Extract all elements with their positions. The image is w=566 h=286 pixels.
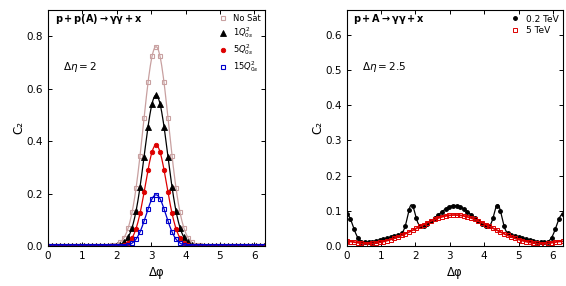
$15Q^2_{0s}$	[260, 244, 267, 248]
$15Q^2_{0s}$	[45, 244, 52, 248]
0.2 TeV	[384, 237, 391, 240]
0.2 TeV	[362, 241, 368, 244]
0.2 TeV	[494, 204, 500, 207]
$1Q^2_{0s}$	[153, 94, 160, 97]
0.2 TeV	[417, 224, 423, 228]
$5Q^2_{0s}$	[45, 244, 52, 248]
No Sat	[241, 244, 247, 248]
0.2 TeV	[482, 224, 489, 228]
$5Q^2_{0s}$	[256, 244, 263, 248]
0.2 TeV	[402, 224, 409, 227]
5 TeV	[420, 223, 427, 226]
No Sat	[45, 244, 52, 248]
No Sat	[68, 244, 75, 248]
X-axis label: Δφ: Δφ	[148, 266, 164, 279]
$15Q^2_{0s}$	[97, 244, 104, 248]
X-axis label: Δφ: Δφ	[447, 266, 463, 279]
Line: No Sat: No Sat	[46, 45, 266, 248]
5 TeV	[344, 240, 350, 243]
5 TeV	[449, 213, 456, 217]
0.2 TeV	[344, 212, 350, 216]
$5Q^2_{0s}$	[125, 241, 131, 245]
$5Q^2_{0s}$	[97, 244, 104, 248]
5 TeV	[486, 225, 493, 228]
No Sat	[85, 244, 92, 248]
$15Q^2_{0s}$	[153, 193, 160, 196]
Legend: No Sat, $1Q^2_{0s}$, $5Q^2_{0s}$, $15Q^2_{0s}$: No Sat, $1Q^2_{0s}$, $5Q^2_{0s}$, $15Q^2…	[213, 13, 262, 76]
5 TeV	[402, 232, 409, 236]
0.2 TeV	[409, 204, 416, 208]
Line: $15Q^2_{0s}$: $15Q^2_{0s}$	[46, 192, 266, 248]
Text: $\bf{p+p(A)\rightarrow\gamma\gamma+x}$: $\bf{p+p(A)\rightarrow\gamma\gamma+x}$	[54, 12, 142, 26]
Line: 0.2 TeV: 0.2 TeV	[345, 204, 564, 244]
5 TeV	[417, 225, 423, 228]
No Sat	[260, 244, 267, 248]
5 TeV	[365, 242, 372, 245]
0.2 TeV	[420, 224, 427, 228]
$1Q^2_{0s}$	[85, 244, 92, 248]
$5Q^2_{0s}$	[68, 244, 75, 248]
$5Q^2_{0s}$	[241, 244, 247, 248]
$15Q^2_{0s}$	[241, 244, 247, 248]
Legend: 0.2 TeV, 5 TeV: 0.2 TeV, 5 TeV	[505, 13, 560, 37]
Line: $1Q^2_{0s}$: $1Q^2_{0s}$	[45, 93, 267, 249]
0.2 TeV	[559, 212, 566, 216]
Y-axis label: C₂: C₂	[311, 122, 324, 134]
$5Q^2_{0s}$	[153, 143, 160, 147]
Text: $\Delta\eta=2.5$: $\Delta\eta=2.5$	[362, 59, 406, 74]
$15Q^2_{0s}$	[85, 244, 92, 248]
$15Q^2_{0s}$	[68, 244, 75, 248]
Text: $\bf{p+A\rightarrow\gamma\gamma+x}$: $\bf{p+A\rightarrow\gamma\gamma+x}$	[353, 12, 425, 26]
No Sat	[256, 244, 263, 248]
No Sat	[125, 227, 131, 230]
5 TeV	[409, 229, 416, 232]
Text: $\Delta\eta=2$: $\Delta\eta=2$	[63, 59, 97, 74]
$1Q^2_{0s}$	[45, 244, 52, 248]
No Sat	[153, 45, 160, 48]
$5Q^2_{0s}$	[85, 244, 92, 248]
Line: 5 TeV: 5 TeV	[345, 213, 564, 245]
5 TeV	[384, 239, 391, 242]
Line: $5Q^2_{0s}$: $5Q^2_{0s}$	[46, 143, 266, 248]
$1Q^2_{0s}$	[97, 244, 104, 248]
No Sat	[97, 244, 104, 248]
$1Q^2_{0s}$	[260, 244, 267, 248]
$15Q^2_{0s}$	[256, 244, 263, 248]
5 TeV	[559, 240, 566, 243]
$1Q^2_{0s}$	[241, 244, 247, 248]
Y-axis label: C₂: C₂	[12, 122, 25, 134]
$5Q^2_{0s}$	[260, 244, 267, 248]
$1Q^2_{0s}$	[125, 236, 131, 239]
$1Q^2_{0s}$	[68, 244, 75, 248]
$15Q^2_{0s}$	[125, 243, 131, 247]
$1Q^2_{0s}$	[256, 244, 263, 248]
